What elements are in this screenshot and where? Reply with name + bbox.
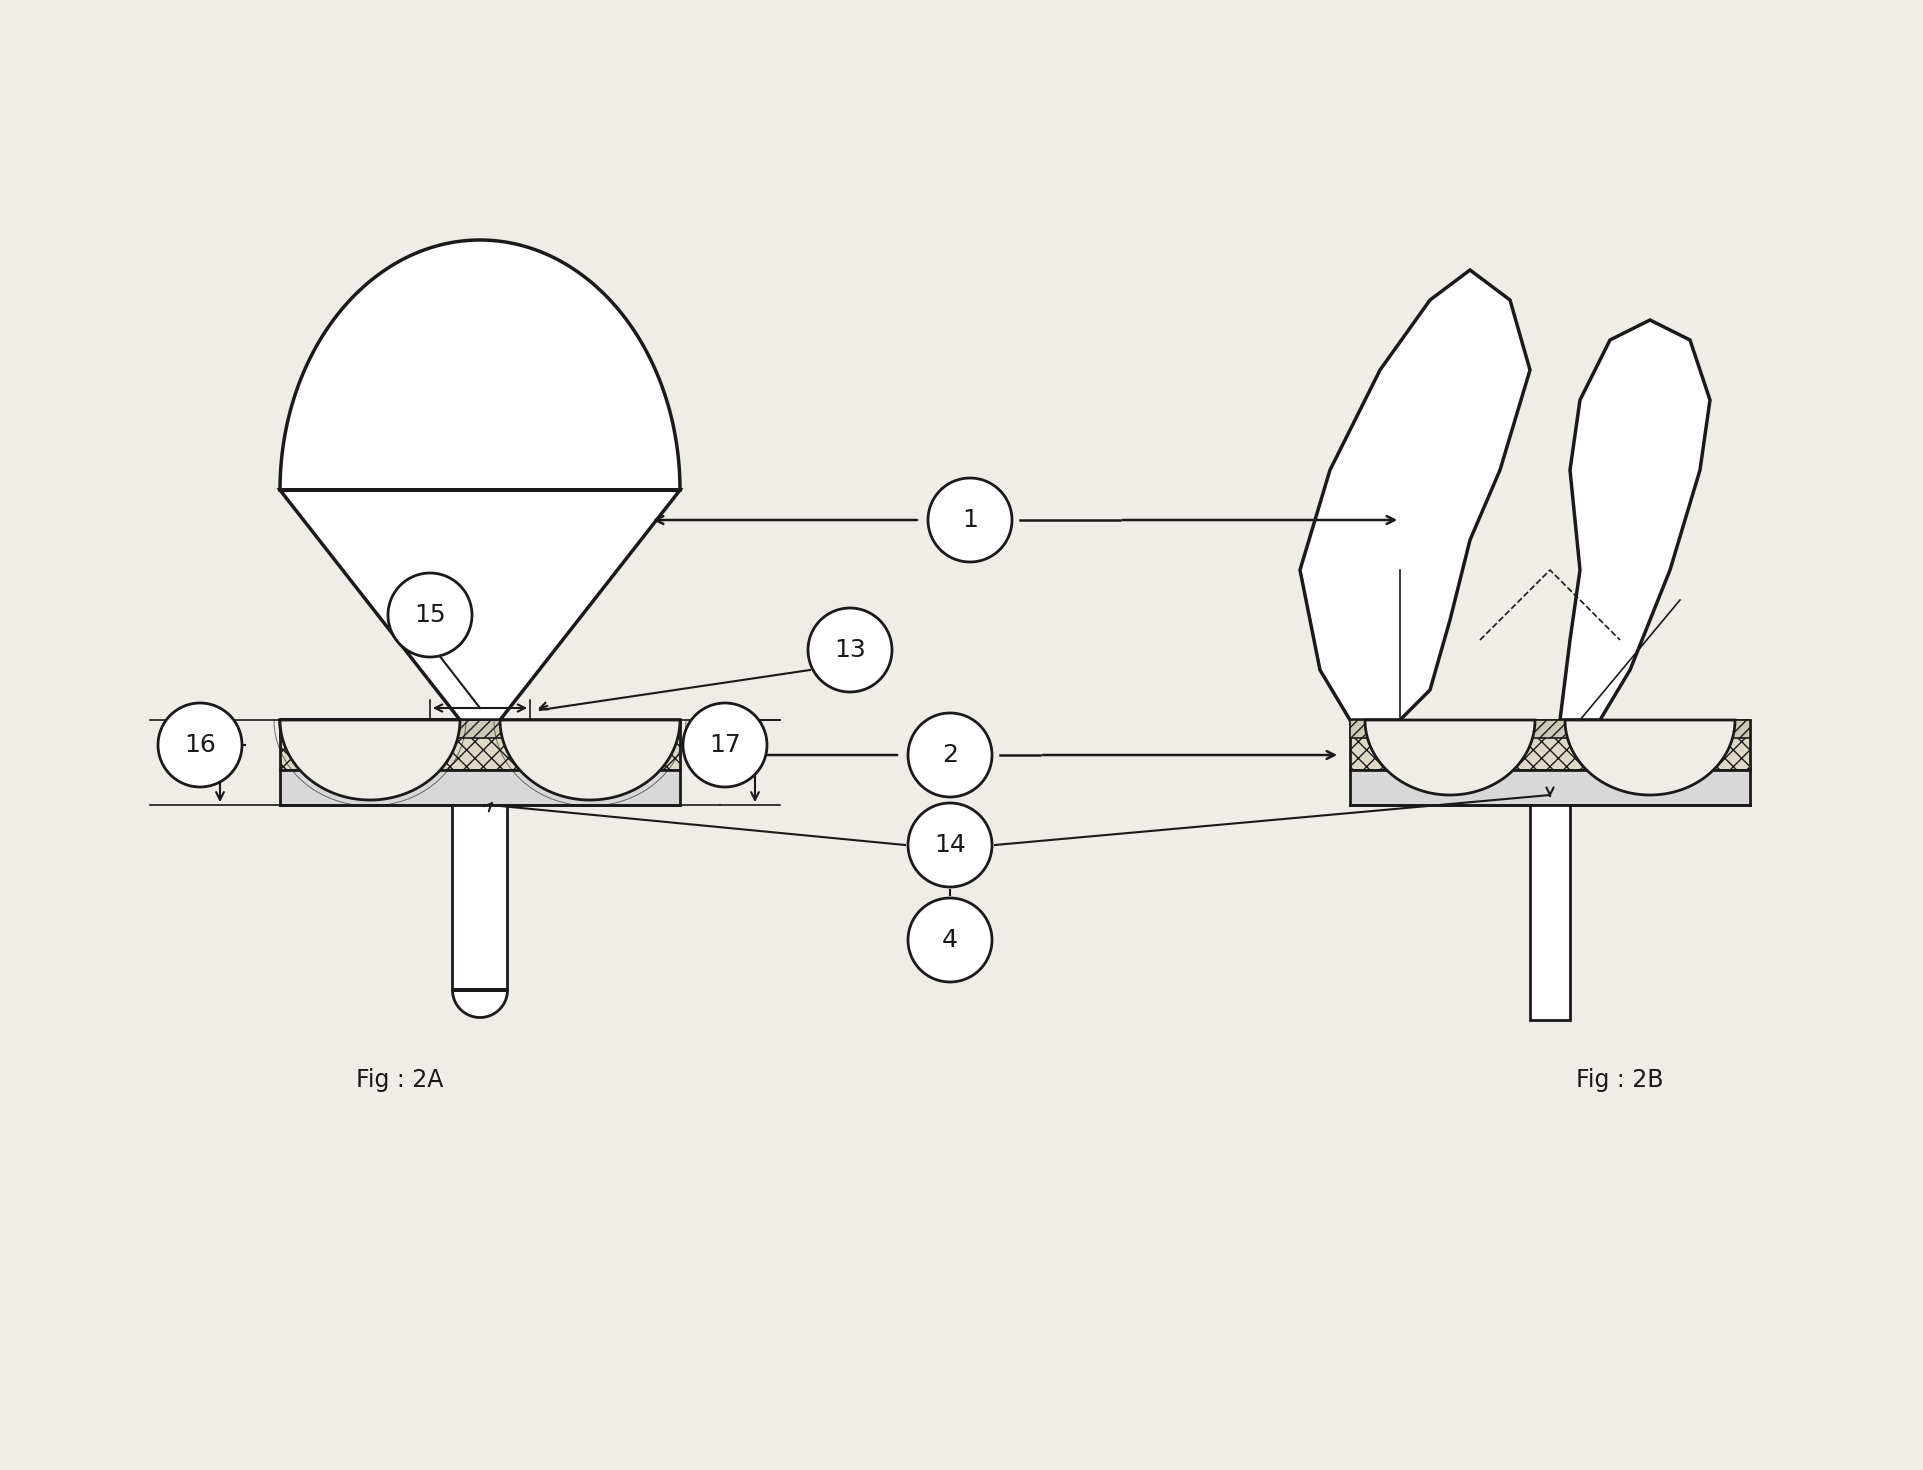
Bar — [1350, 720, 1750, 770]
Circle shape — [683, 703, 767, 786]
Circle shape — [908, 898, 992, 982]
Text: 15: 15 — [413, 603, 446, 628]
Text: 13: 13 — [835, 638, 865, 662]
Bar — [281, 770, 679, 806]
Polygon shape — [281, 240, 679, 800]
Bar — [452, 806, 508, 989]
Circle shape — [388, 573, 471, 657]
Text: Fig : 2B: Fig : 2B — [1575, 1069, 1663, 1092]
Polygon shape — [281, 720, 460, 800]
Circle shape — [808, 609, 892, 692]
Polygon shape — [1300, 270, 1529, 720]
Circle shape — [908, 713, 992, 797]
Polygon shape — [1363, 720, 1535, 795]
Bar — [281, 720, 679, 770]
Polygon shape — [1563, 720, 1735, 795]
Text: 2: 2 — [942, 742, 958, 767]
Text: 16: 16 — [185, 734, 215, 757]
Polygon shape — [452, 989, 508, 1017]
Bar — [281, 720, 679, 738]
Circle shape — [908, 803, 992, 886]
Text: 14: 14 — [933, 833, 965, 857]
Text: 4: 4 — [942, 928, 958, 953]
Text: 1: 1 — [962, 509, 977, 532]
Polygon shape — [500, 720, 679, 800]
Bar — [1529, 806, 1569, 1020]
Bar — [1350, 720, 1750, 738]
Polygon shape — [1560, 320, 1710, 720]
Text: 17: 17 — [710, 734, 740, 757]
Circle shape — [158, 703, 242, 786]
Circle shape — [927, 478, 1011, 562]
Text: Fig : 2A: Fig : 2A — [356, 1069, 444, 1092]
Bar — [1350, 770, 1750, 806]
